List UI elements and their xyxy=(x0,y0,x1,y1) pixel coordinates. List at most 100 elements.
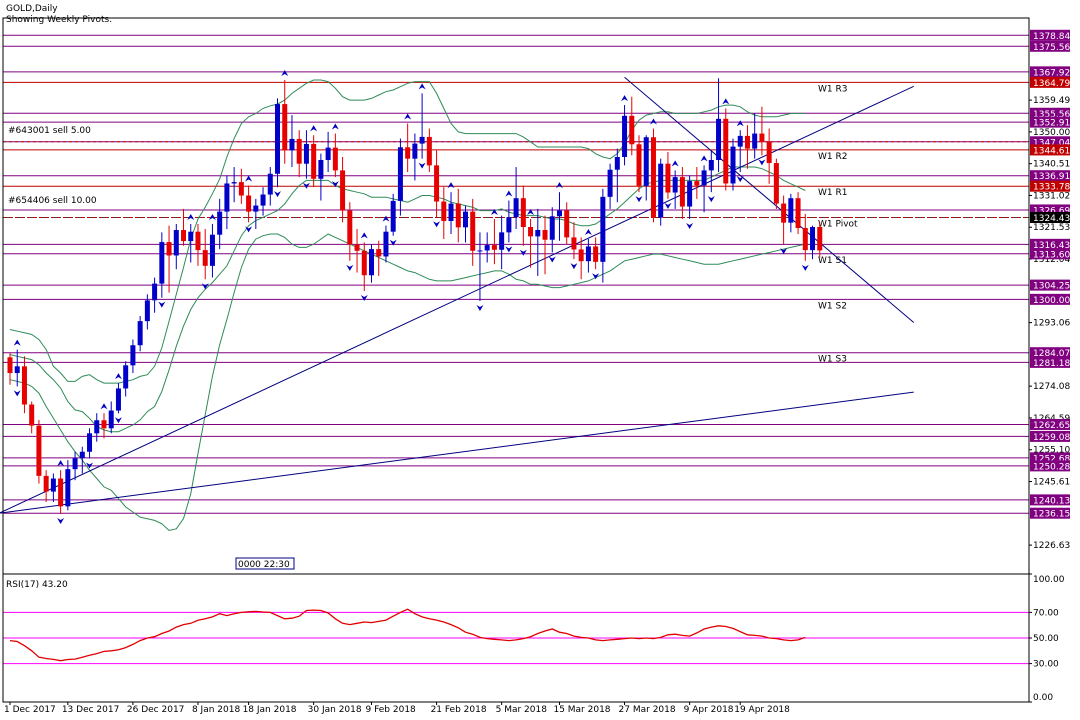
ma-lower-band xyxy=(9,233,806,532)
price-tag: 1262.65 xyxy=(1030,418,1070,431)
candle-body xyxy=(506,217,512,233)
y-tick-label: 1274.08 xyxy=(1033,382,1070,392)
candle-body xyxy=(708,160,714,171)
candle-body xyxy=(332,147,338,171)
candle xyxy=(773,158,779,209)
candle xyxy=(701,165,707,213)
candle xyxy=(115,383,121,414)
candle-body xyxy=(354,244,360,251)
fractal-up-marker xyxy=(281,69,289,76)
candle xyxy=(224,175,230,230)
candle-body xyxy=(94,420,100,434)
candle xyxy=(267,167,273,206)
candle-body xyxy=(744,135,750,149)
chart-title: GOLD,Daily xyxy=(6,4,58,14)
candle-body xyxy=(542,230,548,240)
candle xyxy=(354,229,360,273)
candle-body xyxy=(730,146,736,184)
candle xyxy=(694,167,700,199)
price-tag: 1240.13 xyxy=(1030,494,1070,506)
candle-body xyxy=(397,147,403,201)
fractal-up-marker xyxy=(114,373,122,380)
fractal-up-marker xyxy=(208,213,216,220)
rsi-y-tick-label: 30.00 xyxy=(1033,660,1059,670)
candle-body xyxy=(275,104,281,174)
x-tick-label: 15 Mar 2018 xyxy=(553,705,610,715)
candle-body xyxy=(636,144,642,186)
price-tag-text: 1347.04 xyxy=(1033,138,1070,148)
price-tag-bg xyxy=(1030,452,1070,464)
candle-body xyxy=(181,230,187,242)
candle xyxy=(58,470,64,515)
candle-body xyxy=(759,133,765,142)
fractal-up-marker xyxy=(418,83,426,90)
candle xyxy=(412,133,418,181)
trendlines[interactable] xyxy=(0,76,915,514)
candle-body xyxy=(101,420,107,429)
candle-body xyxy=(650,137,656,218)
candle-body xyxy=(817,227,823,251)
candle-body xyxy=(607,169,613,197)
fractal-down-marker xyxy=(389,239,397,246)
rsi-panel xyxy=(3,608,1029,665)
price-tag-text: 1344.61 xyxy=(1033,146,1070,156)
candle-body xyxy=(202,250,208,266)
candle xyxy=(340,157,346,223)
fractal-up-marker xyxy=(187,213,195,220)
candle-body xyxy=(29,404,35,426)
fractal-up-marker xyxy=(649,118,657,125)
chart-subtitle: Showing Weekly Pivots. xyxy=(6,15,112,25)
candle-body xyxy=(773,163,779,204)
fractal-up-marker xyxy=(100,403,108,410)
fractal-markers xyxy=(13,69,809,525)
candle xyxy=(72,451,78,481)
candle-body xyxy=(108,410,114,429)
candle-body xyxy=(289,138,295,151)
candle-body xyxy=(672,177,678,193)
candle xyxy=(622,105,628,166)
y-tick-label: 1350.00 xyxy=(1033,128,1070,138)
candle-body xyxy=(166,242,172,256)
price-tag-text: 1352.91 xyxy=(1033,119,1070,129)
price-tag-bg xyxy=(1030,238,1070,250)
candle xyxy=(50,473,56,502)
price-tag-bg xyxy=(1030,293,1070,305)
price-tag-bg xyxy=(1030,144,1070,156)
candle-body xyxy=(325,147,331,161)
order-label-2: #654406 sell 10.00 xyxy=(8,196,97,206)
price-tag-text: 1284.07 xyxy=(1033,349,1070,359)
candle-body xyxy=(152,283,158,301)
candle-body xyxy=(499,232,505,250)
candle-body xyxy=(484,245,490,251)
fractal-up-marker xyxy=(736,120,744,127)
fractal-down-marker xyxy=(664,202,672,209)
candle xyxy=(600,188,606,283)
candle xyxy=(672,170,678,209)
fractal-up-marker xyxy=(722,98,730,105)
candle xyxy=(303,130,309,179)
candle xyxy=(181,208,187,246)
price-tag: 1324.43 xyxy=(1030,212,1070,224)
fractal-down-marker xyxy=(801,264,809,271)
fractal-up-marker xyxy=(447,182,455,189)
price-tag: 1378.84 xyxy=(1030,29,1070,42)
candle xyxy=(571,222,577,260)
price-tag-text: 1336.91 xyxy=(1033,172,1070,182)
candle xyxy=(716,78,722,173)
candle xyxy=(535,208,541,276)
candle xyxy=(108,401,114,434)
candle xyxy=(347,202,353,261)
x-tick-label: 21 Feb 2018 xyxy=(431,705,487,715)
ma-upper-band xyxy=(9,79,806,384)
candle-body xyxy=(643,137,649,186)
candle xyxy=(282,79,288,164)
candle xyxy=(152,277,158,313)
candle xyxy=(687,175,693,219)
candle-body xyxy=(535,230,541,237)
candle-body xyxy=(802,228,808,251)
price-tag-text: 1326.69 xyxy=(1033,206,1070,216)
price-tag-text: 1262.65 xyxy=(1033,421,1070,431)
fractal-down-marker xyxy=(736,176,744,183)
